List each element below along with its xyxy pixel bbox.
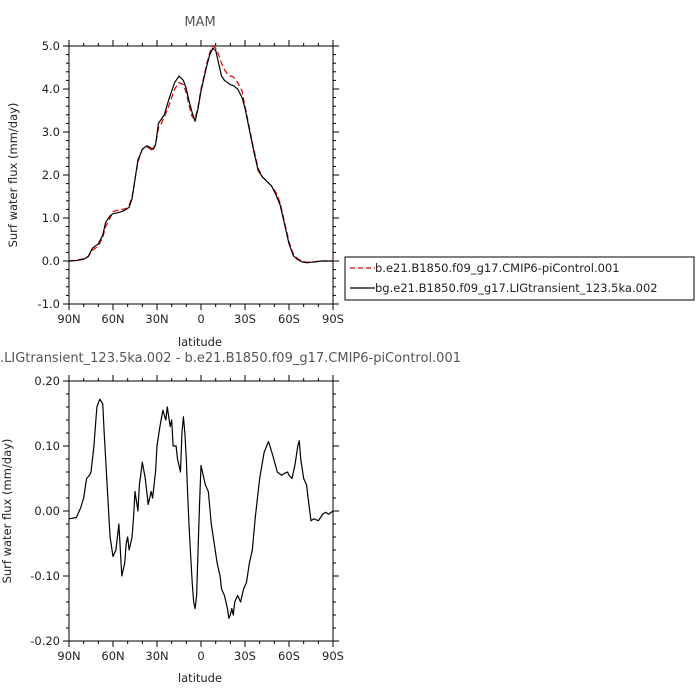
bottom-series-group (68, 398, 334, 619)
bottom-panel: .LIGtransient_123.5ka.002 - b.e21.B1850.… (0, 351, 461, 685)
p2-ytick-label: 0.00 (34, 504, 60, 518)
p2-xtick-label: 0 (197, 649, 204, 663)
p2-xtick-label: 30N (145, 649, 168, 663)
bottom-y-ticks: -0.20 -0.10 0.00 0.10 0.20 (30, 374, 339, 648)
p1-ytick-label: 5.0 (42, 39, 60, 53)
p2-ytick-label: 0.20 (34, 374, 60, 388)
p1-ytick-label: 4.0 (42, 82, 60, 96)
top-y-axis-label: Surf water flux (mm/day) (6, 103, 20, 248)
p1-xtick-label: 30S (234, 312, 256, 326)
top-y-ticks: -1.0 0.0 1.0 2.0 3.0 4.0 5.0 (38, 39, 339, 311)
p1-ytick-label: 3.0 (42, 125, 60, 139)
p2-xtick-label: 60S (278, 649, 300, 663)
legend-box (344, 256, 695, 301)
p1-xtick-label: 60N (101, 312, 124, 326)
p2-series-line-0 (68, 398, 334, 619)
p2-ytick-label: -0.10 (30, 569, 60, 583)
p1-xtick-label: 0 (197, 312, 204, 326)
top-panel: MAM -1.0 0.0 1.0 2.0 3.0 4.0 5.0 90N 60N 30N 0 30S… (6, 15, 344, 349)
p1-ytick-label: 0.0 (42, 254, 60, 268)
p2-ytick-label: -0.20 (30, 634, 60, 648)
top-plot-frame (68, 45, 334, 305)
p2-xtick-label: 90N (57, 649, 80, 663)
legend-label-ligtransient: bg.e21.B1850.f09_g17.LIGtransient_123.5k… (375, 281, 658, 295)
bottom-panel-title: .LIGtransient_123.5ka.002 - b.e21.B1850.… (0, 351, 461, 366)
top-x-axis-label: latitude (178, 335, 222, 349)
p1-xtick-label: 60S (278, 312, 300, 326)
legend: b.e21.B1850.f09_g17.CMIP6-piControl.001 … (344, 256, 695, 301)
p1-series-line-0 (68, 45, 333, 263)
p1-ytick-label: 1.0 (42, 211, 60, 225)
bottom-x-axis-label: latitude (178, 671, 222, 685)
p1-xtick-label: 30N (145, 312, 168, 326)
p2-xtick-label: 90S (322, 649, 344, 663)
p2-ytick-label: 0.10 (34, 439, 60, 453)
bottom-x-ticks: 90N 60N 30N 0 30S 60S 90S (57, 375, 344, 663)
p2-xtick-label: 30S (234, 649, 256, 663)
top-x-ticks: 90N 60N 30N 0 30S 60S 90S (57, 40, 344, 326)
p1-xtick-label: 90S (322, 312, 344, 326)
p1-ytick-label: 2.0 (42, 168, 60, 182)
p2-xtick-label: 60N (101, 649, 124, 663)
p1-series-line-1 (68, 47, 333, 264)
legend-label-control: b.e21.B1850.f09_g17.CMIP6-piControl.001 (375, 261, 620, 275)
top-series-group (68, 45, 333, 264)
top-panel-title: MAM (184, 15, 215, 30)
bottom-y-axis-label: Surf water flux (mm/day) (0, 439, 14, 584)
p1-xtick-label: 90N (57, 312, 80, 326)
p1-ytick-label: -1.0 (38, 297, 60, 311)
